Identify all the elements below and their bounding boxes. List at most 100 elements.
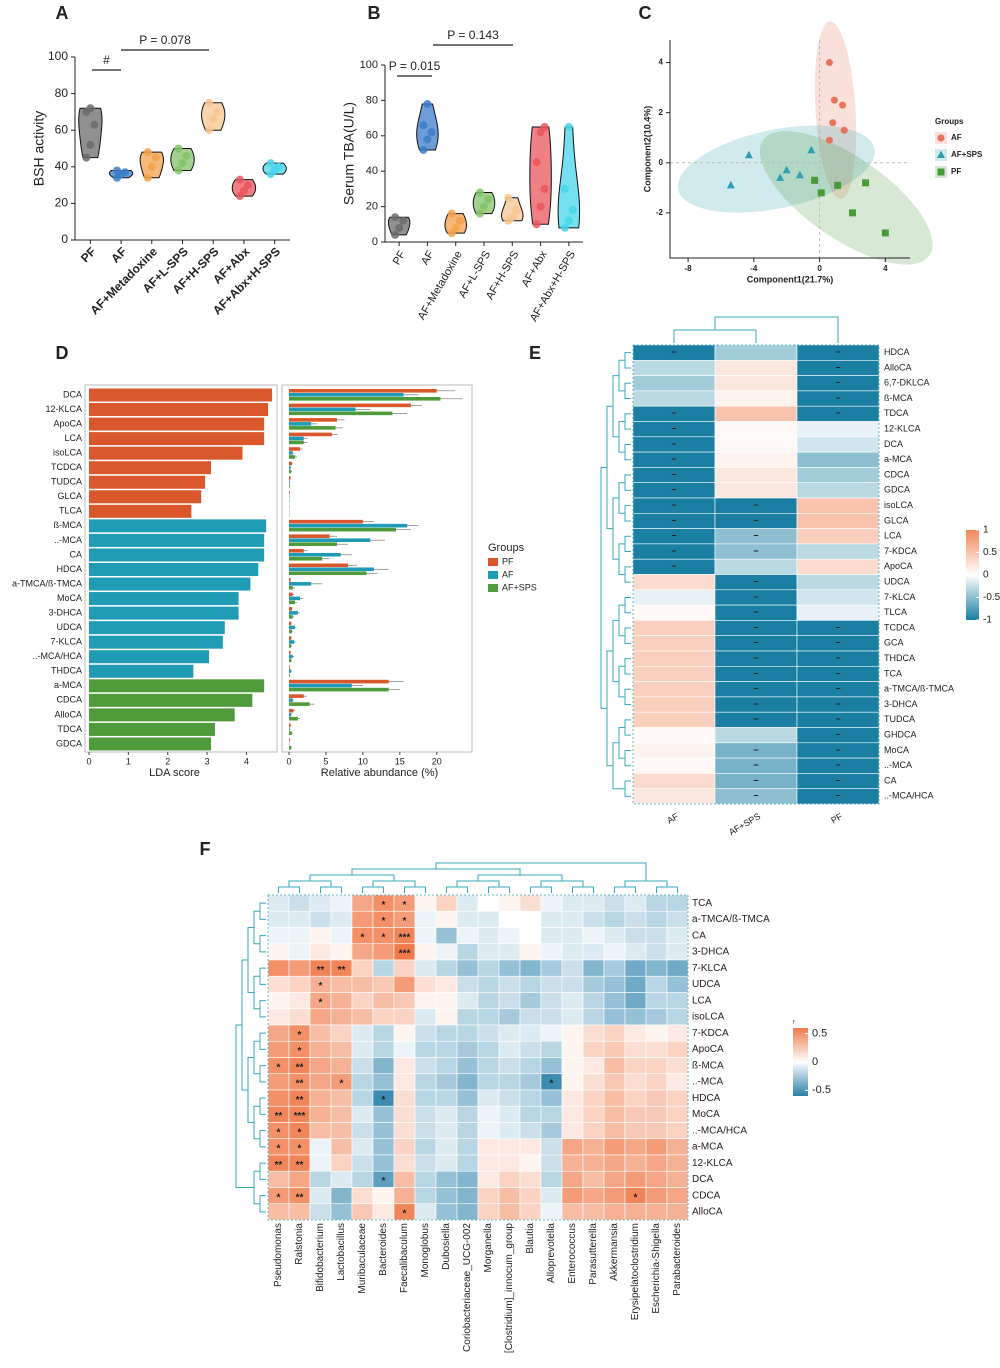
data-point	[536, 202, 545, 211]
heatmap-cell	[477, 1040, 500, 1058]
heatmap-cell	[645, 910, 668, 928]
x-tick-label: PF	[78, 244, 99, 265]
heatmap-cell	[498, 1040, 521, 1058]
heatmap-cell	[372, 943, 395, 961]
data-point	[174, 166, 183, 175]
confidence-ellipse	[759, 131, 933, 265]
heatmap-cell	[456, 1170, 479, 1188]
y-tick-label: 0	[659, 158, 664, 167]
abundance-bar	[289, 469, 292, 474]
heatmap-cell	[540, 1122, 563, 1140]
heatmap-cell	[309, 1122, 332, 1140]
heatmap-cell	[393, 1154, 416, 1172]
heatmap-cell	[267, 1203, 290, 1221]
colorbar-tick-label: 0.5	[983, 547, 997, 558]
cell-label: **	[275, 1111, 283, 1122]
heatmap-cell	[456, 1122, 479, 1140]
heatmap-cell	[519, 1154, 542, 1172]
legend-label: AF+SPS	[502, 582, 537, 592]
heatmap-cell	[666, 1073, 689, 1091]
column-label: AF+SPS	[727, 811, 762, 837]
heatmap-cell	[632, 620, 716, 637]
category-label: 3-DHCA	[48, 607, 82, 617]
heatmap-cell	[796, 543, 880, 560]
heatmap-cell	[288, 910, 311, 928]
y-axis-label: Component2(10.4%)	[642, 106, 652, 193]
point	[782, 165, 791, 174]
x-tick-label: 20	[432, 756, 442, 766]
heatmap-cell	[561, 1008, 584, 1026]
cell-label: −	[835, 714, 840, 724]
lda-bar	[89, 708, 235, 722]
heatmap-cell	[582, 1105, 605, 1123]
data-point	[512, 206, 521, 215]
column-label: Monoglobus	[420, 1223, 431, 1277]
heatmap-cell	[372, 959, 395, 977]
heatmap-cell	[519, 1073, 542, 1091]
point	[881, 229, 889, 237]
cell-label: −	[835, 699, 840, 709]
data-point	[419, 145, 428, 154]
cell-label: −	[671, 531, 676, 541]
heatmap-cell	[330, 1105, 353, 1123]
heatmap-cell	[561, 1073, 584, 1091]
significance-label: P = 0.143	[447, 28, 499, 42]
row-label: AlloCA	[692, 1207, 723, 1218]
heatmap-cell	[645, 1008, 668, 1026]
data-point	[121, 168, 130, 177]
heatmap-cell	[456, 1105, 479, 1123]
data-point	[178, 159, 187, 168]
heatmap-cell	[582, 1203, 605, 1221]
panel-label: F	[200, 839, 211, 859]
heatmap-cell	[414, 1170, 437, 1188]
heatmap-cell	[477, 1203, 500, 1221]
cell-label: −	[671, 500, 676, 510]
colorbar-tick-label: -1	[983, 615, 992, 626]
heatmap-cell	[414, 1008, 437, 1026]
data-point	[143, 148, 152, 157]
heatmap-cell	[582, 959, 605, 977]
heatmap-cell	[561, 1122, 584, 1140]
cell-label: ***	[294, 1111, 306, 1122]
lda-bar	[89, 446, 243, 460]
abundance-bar	[289, 650, 291, 655]
heatmap-cell	[288, 1203, 311, 1221]
cell-label: *	[277, 1192, 281, 1203]
heatmap-cell	[498, 1203, 521, 1221]
category-label: UDCA	[56, 622, 82, 632]
heatmap-cell	[561, 1024, 584, 1042]
heatmap-cell	[796, 528, 880, 545]
data-point	[423, 99, 432, 108]
heatmap-cell	[498, 1138, 521, 1156]
cell-label: −	[753, 699, 758, 709]
column-label: PF	[829, 811, 844, 826]
cell-label: *	[298, 1127, 302, 1138]
heatmap-cell	[666, 992, 689, 1010]
heatmap-cell	[414, 1154, 437, 1172]
heatmap-cell	[372, 1057, 395, 1075]
x-tick-label: 4	[883, 264, 888, 273]
heatmap-cell	[624, 894, 647, 912]
heatmap-cell	[714, 436, 798, 453]
heatmap-cell	[372, 1203, 395, 1221]
row-label: AlloCA	[884, 362, 912, 372]
row-label: isoLCA	[884, 500, 913, 510]
heatmap-cell	[666, 1187, 689, 1205]
heatmap-cell	[393, 1089, 416, 1107]
heatmap-cell	[456, 894, 479, 912]
abundance-bar	[289, 611, 298, 615]
x-tick-label: 0	[86, 756, 91, 766]
heatmap-cell	[477, 1154, 500, 1172]
heatmap-cell	[330, 1089, 353, 1107]
heatmap-cell	[309, 1154, 332, 1172]
heatmap-cell	[519, 1105, 542, 1123]
data-point	[243, 181, 252, 190]
category-label: a-TMCA/ß-TMCA	[12, 578, 82, 588]
heatmap-cell	[498, 975, 521, 993]
heatmap-cell	[435, 927, 458, 945]
heatmap-cell	[624, 943, 647, 961]
cell-label: −	[753, 745, 758, 755]
heatmap-cell	[796, 574, 880, 591]
heatmap-cell	[714, 390, 798, 407]
cell-label: −	[753, 714, 758, 724]
